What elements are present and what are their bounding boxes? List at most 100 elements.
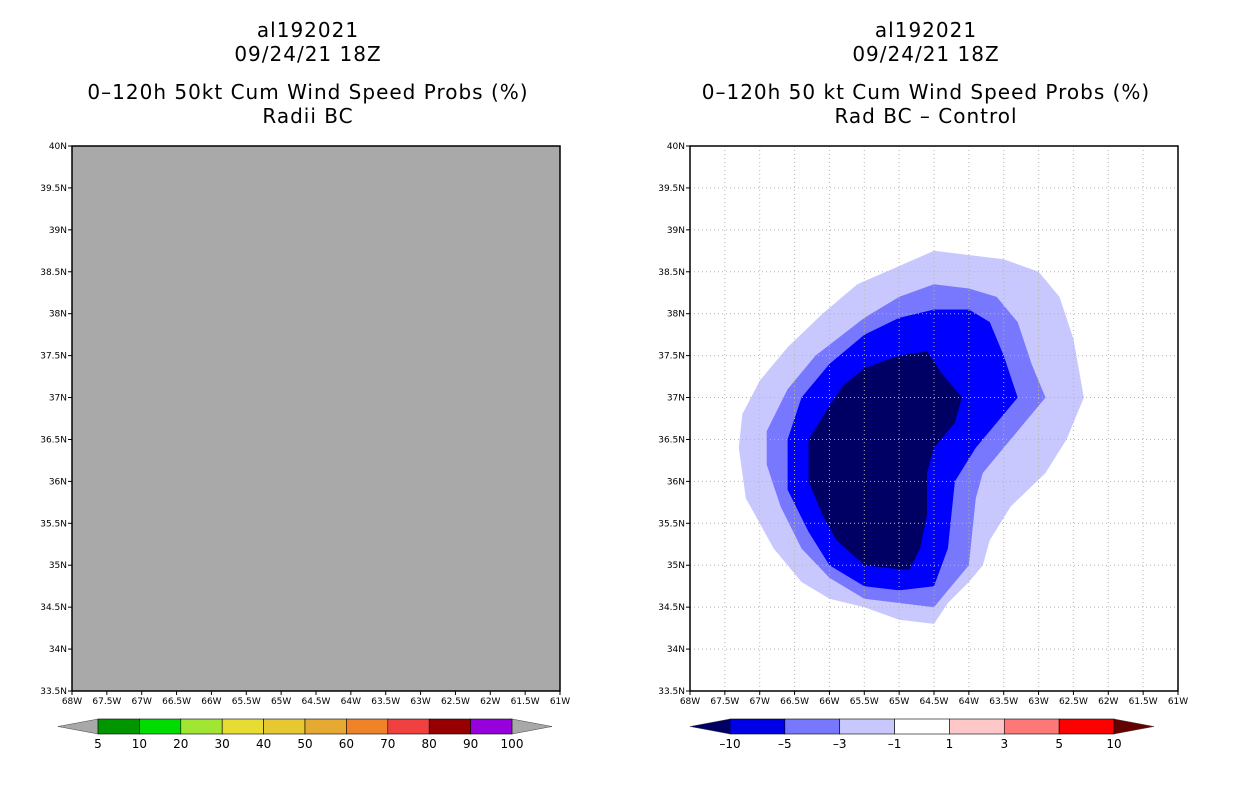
left-colorbar-swatch [387,718,430,735]
left-x-tick-label: 66W [201,697,221,707]
right-date: 09/24/21 18Z [852,42,1000,66]
left-y-tick-label: 40N [49,142,67,152]
right-x-tick-label: 67W [750,697,770,707]
left-storm-id: al192021 [256,18,360,42]
right-colorbar-label: 10 [1106,737,1121,751]
right-x-tick-label: 61W [1168,697,1188,707]
left-x-tick-label: 67W [132,697,152,707]
right-y-tick-label: 37.5N [658,352,685,362]
right-x-tick-label: 64.5W [920,697,949,707]
right-y-tick-label: 36.5N [658,435,685,445]
left-plot: 68W 67.5W 67W 66.5W 66W 65.5W 65W 64.5W 64W 63.5W… [40,142,570,707]
right-y-tick-label: 34N [667,645,685,655]
left-x-tick-label: 62W [480,697,500,707]
left-colorbar-swatch [221,718,264,735]
left-y-tick-label: 35N [49,561,67,571]
left-colorbar-label: 20 [173,737,188,751]
right-product-title: 0–120h 50 kt Cum Wind Speed Probs (%) [701,80,1151,104]
right-x-tick-label: 66.5W [780,697,809,707]
right-x-tick-label: 68W [680,697,700,707]
left-colorbar-swatch [470,718,513,735]
left-colorbar-label: 80 [422,737,437,751]
left-colorbar-swatch [428,718,471,735]
right-colorbar-label: 5 [1055,737,1063,751]
left-y-tick-label: 36N [49,477,67,487]
right-colorbar-end-high [1113,718,1155,735]
right-chart-title: al192021 09/24/21 18Z 0–120h 50 kt Cum W… [676,18,1176,128]
right-y-tick-label: 39N [667,226,685,236]
left-y-tick-label: 37N [49,394,67,404]
left-colorbar-swatch [304,718,347,735]
left-subtitle: Radii BC [262,104,354,128]
right-x-tick-label: 63W [1028,697,1048,707]
left-colorbar-label: 60 [339,737,354,751]
right-y-tick-label: 35N [667,561,685,571]
right-contour-3 [808,351,962,570]
right-y-tick-label: 38N [667,310,685,320]
right-colorbar-label: 1 [946,737,954,751]
left-colorbar-label: 40 [256,737,271,751]
left-y-tick-label: 35.5N [40,519,67,529]
right-x-tick-label: 62.5W [1059,697,1088,707]
right-y-tick-label: 35.5N [658,519,685,529]
right-colorbar-swatch [784,718,841,735]
left-x-tick-label: 63W [410,697,430,707]
right-y-tick-label: 37N [667,394,685,404]
right-x-tick-label: 65W [889,697,909,707]
left-x-tick-label: 63.5W [371,697,400,707]
left-product-title: 0–120h 50kt Cum Wind Speed Probs (%) [87,80,529,104]
left-colorbar-swatch [346,718,389,735]
right-colorbar: –10 –5 –3 –1 1 3 5 10 [689,718,1155,751]
left-chart-title: al192021 09/24/21 18Z 0–120h 50kt Cum Wi… [58,18,558,128]
left-y-tick-label: 34.5N [40,603,67,613]
right-y-tick-label: 38.5N [658,268,685,278]
left-colorbar-swatch [97,718,140,735]
left-y-tick-label: 38N [49,310,67,320]
right-storm-id: al192021 [874,18,978,42]
left-colorbar-label: 90 [463,737,478,751]
left-y-tick-label: 37.5N [40,352,67,362]
right-y-tick-label: 39.5N [658,184,685,194]
right-colorbar-swatch [1058,718,1115,735]
left-colorbar-label: 5 [94,737,102,751]
right-plot: 68W 67.5W 67W 66.5W 66W 65.5W 65W 64.5W 64W 63.5W… [658,142,1188,707]
left-x-tick-label: 65W [271,697,291,707]
left-date: 09/24/21 18Z [234,42,382,66]
right-colorbar-label: –1 [888,737,902,751]
right-colorbar-label: –3 [833,737,847,751]
left-x-tick-label: 61.5W [511,697,540,707]
left-colorbar-label: 30 [215,737,230,751]
left-colorbar-swatch [139,718,182,735]
right-x-tick-label: 61.5W [1129,697,1158,707]
left-x-tick-label: 64W [341,697,361,707]
right-subtitle: Rad BC – Control [834,104,1018,128]
right-colorbar-label: 3 [1000,737,1008,751]
right-y-tick-label: 34.5N [658,603,685,613]
left-x-tick-label: 68W [62,697,82,707]
left-y-tick-label: 39.5N [40,184,67,194]
left-colorbar-swatch [180,718,223,735]
left-x-tick-label: 64.5W [302,697,331,707]
right-colorbar-swatch [839,718,895,735]
left-colorbar-end-high [511,718,553,735]
left-colorbar: 5 10 20 30 40 50 60 70 80 90 100 [57,718,553,751]
left-plot-area [72,146,560,691]
left-colorbar-label: 100 [501,737,524,751]
right-x-tick-label: 63.5W [989,697,1018,707]
right-colorbar-swatch [894,718,950,735]
left-y-tick-label: 36.5N [40,435,67,445]
left-x-tick-label: 65.5W [232,697,261,707]
right-colorbar-label: –10 [719,737,740,751]
right-x-tick-label: 64W [959,697,979,707]
left-y-tick-label: 33.5N [40,687,67,697]
right-y-tick-label: 33.5N [658,687,685,697]
left-colorbar-label: 10 [132,737,147,751]
left-y-tick-label: 38.5N [40,268,67,278]
right-colorbar-swatch [729,718,786,735]
left-colorbar-label: 50 [297,737,312,751]
right-colorbar-label: –5 [778,737,792,751]
right-y-tick-label: 40N [667,142,685,152]
left-y-tick-label: 34N [49,645,67,655]
right-x-tick-label: 62W [1098,697,1118,707]
